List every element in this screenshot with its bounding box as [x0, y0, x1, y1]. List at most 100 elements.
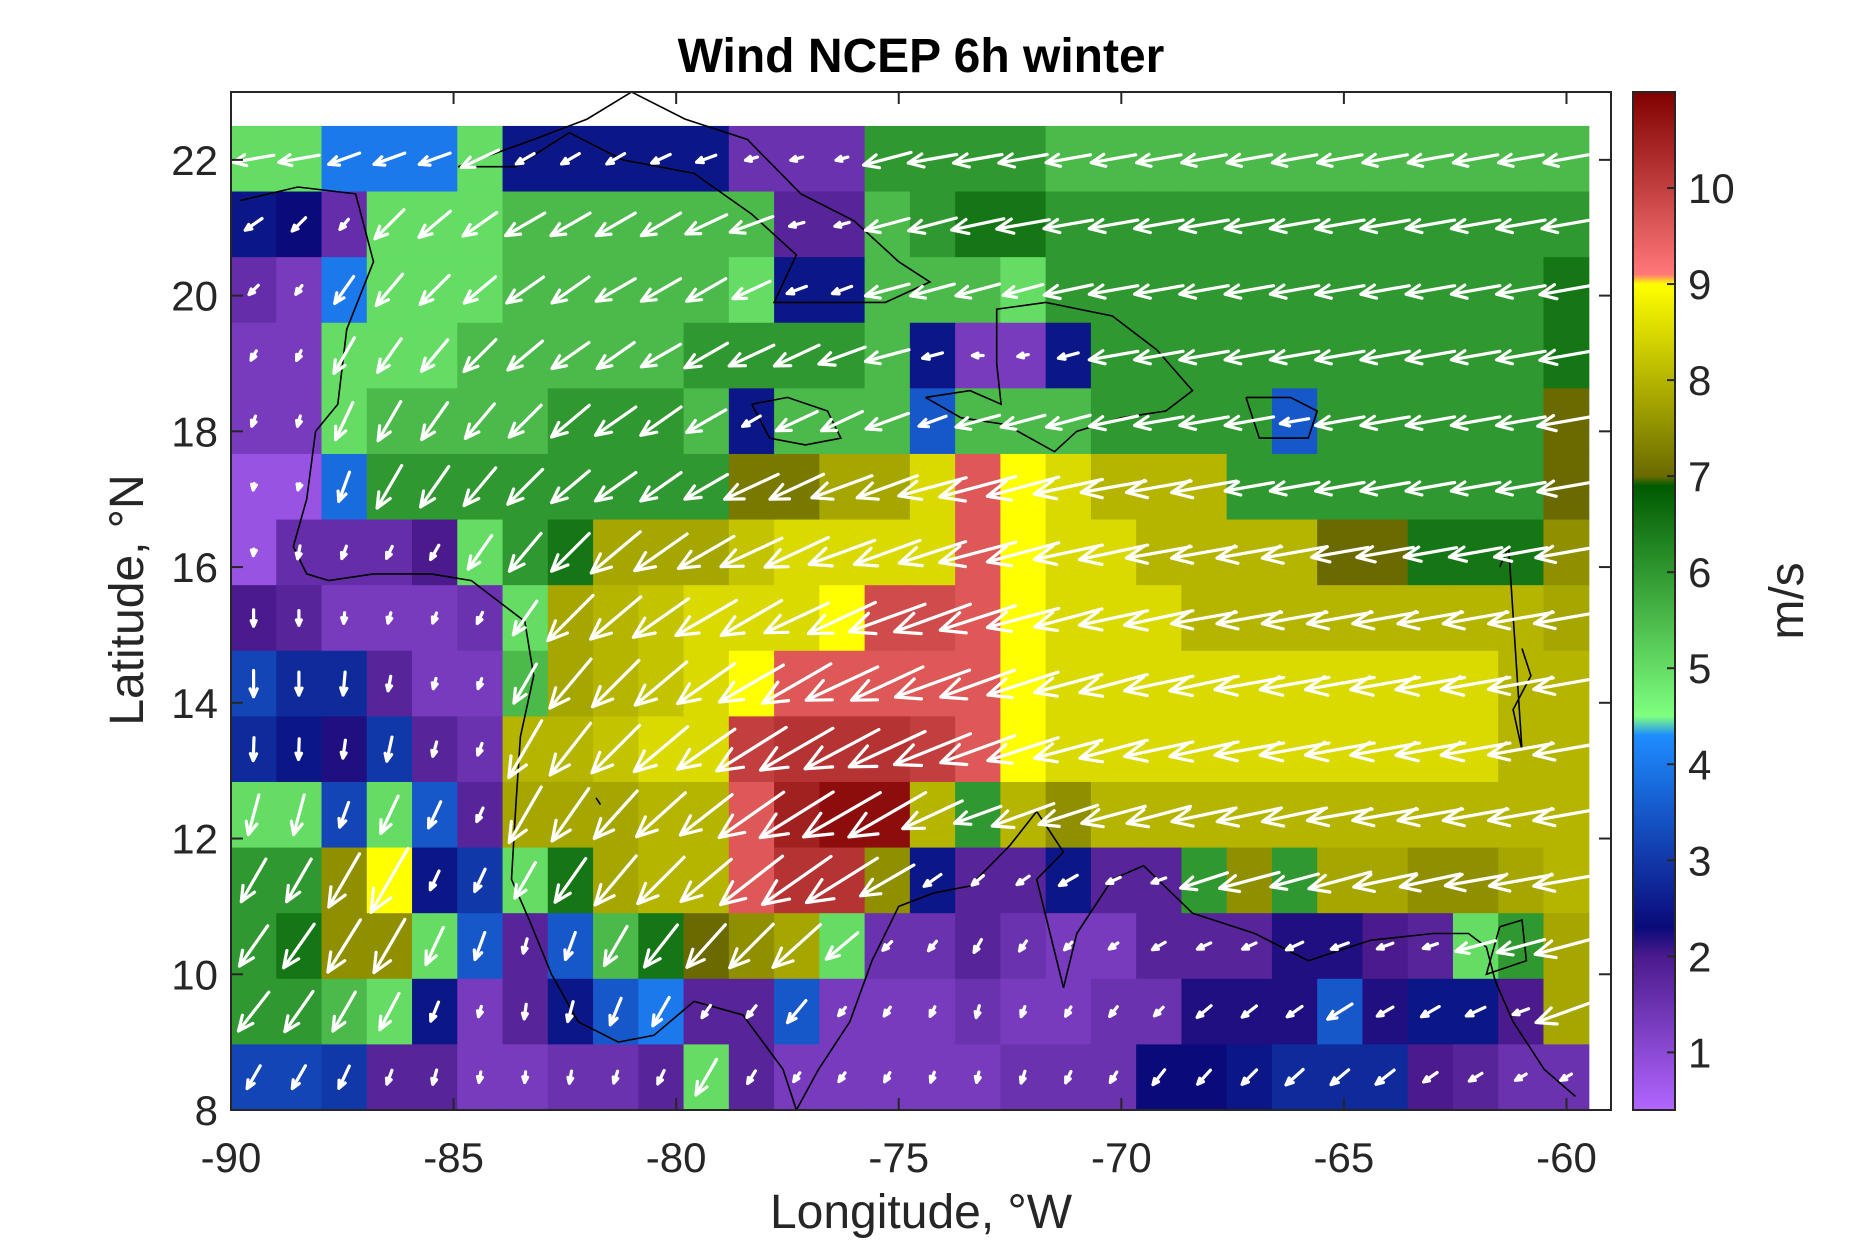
wind-arrow — [327, 852, 362, 909]
wind-arrow — [327, 151, 362, 167]
wind-arrow — [340, 611, 349, 625]
wind-arrow — [563, 930, 577, 962]
wind-arrow — [378, 991, 401, 1032]
wind-arrow — [772, 343, 821, 368]
wind-arrow — [560, 152, 581, 166]
colorbar-label: m/s — [1761, 562, 1814, 639]
wind-arrow — [248, 736, 259, 763]
wind-arrow — [1314, 217, 1366, 235]
wind-arrow — [1532, 806, 1600, 828]
wind-arrow — [1240, 1004, 1258, 1019]
wind-arrow — [566, 1069, 575, 1085]
wind-arrow — [676, 727, 737, 771]
wind-arrow — [719, 598, 784, 637]
wind-arrow — [248, 668, 259, 699]
wind-arrow — [763, 536, 830, 569]
wind-arrow — [834, 154, 850, 163]
x-tick-label: -90 — [201, 1134, 262, 1181]
wind-arrow — [282, 922, 316, 970]
wind-arrow — [1303, 740, 1376, 763]
wind-arrow — [1133, 217, 1185, 235]
wind-arrow — [428, 869, 441, 892]
wind-arrow — [339, 738, 348, 760]
wind-arrow — [462, 275, 498, 305]
wind-arrow — [507, 719, 544, 780]
wind-arrow — [728, 922, 775, 970]
wind-arrow — [553, 857, 588, 904]
wind-arrow — [1170, 478, 1238, 500]
wind-arrow — [731, 279, 772, 301]
colorbar-tick-label: 7 — [1688, 453, 1711, 500]
wind-arrow — [1361, 152, 1409, 168]
wind-arrow — [385, 674, 394, 693]
wind-arrow — [1260, 544, 1329, 565]
wind-arrow — [417, 209, 452, 240]
wind-arrow — [290, 216, 308, 233]
wind-arrow — [294, 544, 303, 561]
wind-arrow — [1352, 872, 1418, 893]
y-tick-label: 22 — [171, 137, 218, 184]
wind-arrow — [674, 598, 738, 637]
wind-arrow — [676, 662, 737, 706]
wind-arrow — [1268, 480, 1321, 497]
wind-arrow — [1019, 1005, 1027, 1019]
wind-arrow — [639, 405, 683, 437]
wind-arrow — [247, 283, 260, 297]
wind-arrow — [1042, 217, 1095, 235]
wind-arrow — [819, 410, 864, 433]
wind-arrow — [997, 152, 1049, 169]
wind-arrow — [683, 341, 730, 370]
wind-arrow — [999, 413, 1047, 431]
wind-arrow — [727, 343, 776, 368]
wind-arrow — [1351, 609, 1419, 631]
wind-arrow — [550, 787, 591, 843]
wind-arrow — [817, 345, 867, 367]
wind-arrow — [728, 215, 775, 235]
wind-arrow — [1422, 1070, 1439, 1084]
wind-arrow — [985, 606, 1061, 633]
wind-arrow — [928, 1005, 937, 1018]
wind-arrow — [1087, 217, 1140, 235]
wind-arrow — [1215, 609, 1284, 631]
wind-arrow — [513, 861, 537, 900]
wind-arrow — [285, 857, 313, 904]
wind-arrow — [602, 924, 629, 968]
wind-arrow — [1133, 349, 1185, 366]
wind-arrow — [1033, 738, 1104, 764]
wind-arrow — [1314, 349, 1366, 366]
colorbar-ticks: 1 2 3 4 5 6 7 8 9 10 — [1667, 165, 1735, 1076]
wind-arrow — [1355, 545, 1415, 564]
wind-arrow — [1258, 740, 1331, 763]
wind-arrow — [1125, 804, 1193, 829]
wind-arrow — [338, 217, 350, 231]
wind-arrow — [1258, 675, 1331, 697]
wind-arrow — [593, 405, 638, 437]
coastline — [925, 301, 1194, 453]
wind-arrow — [1511, 1007, 1531, 1017]
wind-arrow — [950, 217, 1006, 236]
wind-arrow — [294, 609, 303, 627]
wind-arrow — [373, 208, 406, 241]
wind-arrow — [507, 785, 543, 845]
wind-arrow — [792, 1071, 802, 1084]
wind-arrow — [1421, 942, 1439, 951]
wind-arrow — [810, 474, 874, 501]
wind-arrow — [332, 336, 356, 375]
wind-arrow — [1394, 675, 1467, 697]
plot-frame — [230, 91, 1612, 1111]
wind-arrow — [1419, 1004, 1441, 1019]
wind-arrow — [883, 1071, 892, 1084]
wind-arrow — [1464, 1005, 1487, 1018]
wind-arrow — [1107, 941, 1120, 951]
y-tick-label: 20 — [171, 273, 218, 320]
wind-arrow — [970, 351, 985, 360]
wind-arrow — [1240, 1068, 1259, 1086]
wind-arrow — [1351, 806, 1419, 828]
wind-arrow — [1359, 283, 1411, 300]
wind-arrow — [1179, 871, 1229, 892]
wind-arrow — [847, 602, 927, 636]
wind-arrow — [1447, 545, 1504, 563]
wind-arrow — [1064, 1070, 1073, 1085]
wind-arrow — [231, 153, 276, 168]
wind-arrow — [723, 472, 780, 501]
